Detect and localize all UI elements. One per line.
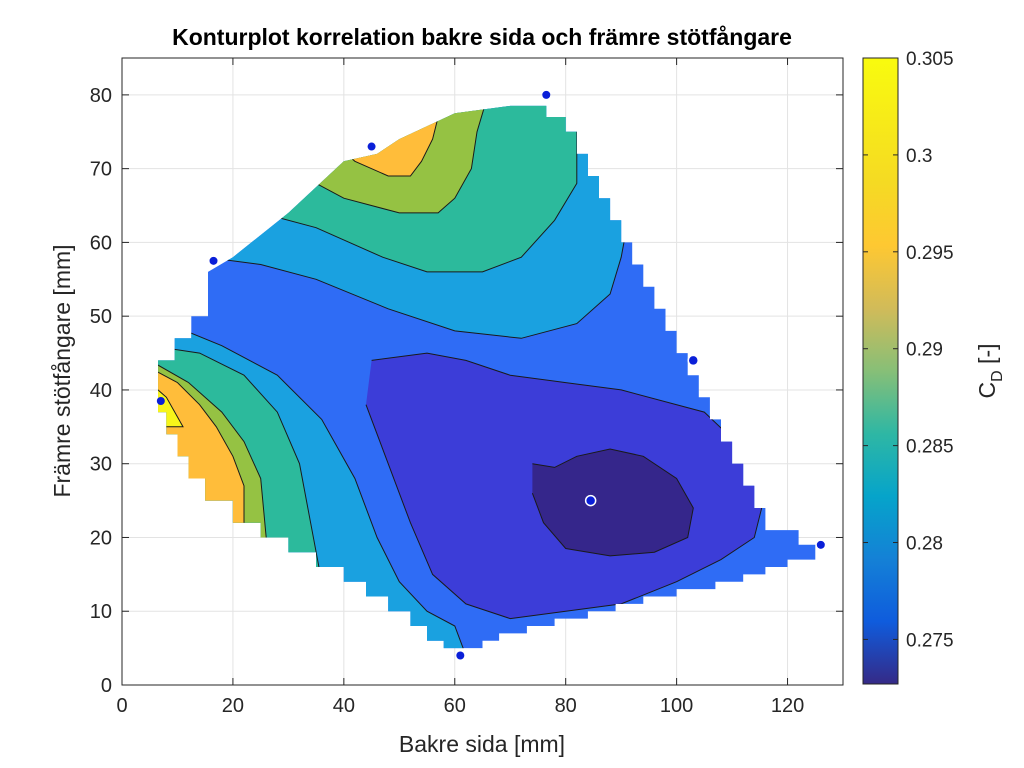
- colorbar-label-suffix: [-]: [974, 343, 1000, 370]
- x-tick-label-5: 100: [660, 695, 693, 717]
- cb-tick-label-4: 0.295: [906, 243, 954, 264]
- y-tick-label-8: 80: [90, 85, 112, 107]
- y-tick-label-3: 30: [90, 454, 112, 476]
- chart-title: Konturplot korrelation bakre sida och fr…: [172, 24, 792, 50]
- y-tick-label-1: 10: [90, 601, 112, 623]
- y-tick-label-0: 0: [101, 675, 112, 697]
- band-0.3-upper-line: [321, 105, 445, 177]
- sample-point-1: [209, 256, 218, 265]
- x-tick-label-0: 0: [116, 695, 127, 717]
- sample-point-0: [156, 397, 165, 406]
- cb-tick-label-6: 0.305: [906, 49, 954, 70]
- x-tick-label-1: 20: [222, 695, 244, 717]
- sample-points: [156, 90, 825, 660]
- y-tick-label-7: 70: [90, 159, 112, 181]
- colorbar-label-sub: D: [989, 370, 1006, 382]
- cb-tick-label-5: 0.3: [906, 146, 932, 167]
- band-0.305-left: [158, 382, 183, 427]
- sample-point-5: [816, 540, 825, 549]
- band-0.305-left-line: [158, 382, 184, 428]
- cb-tick-label-1: 0.28: [906, 534, 943, 555]
- colorbar-label-main: C: [974, 382, 1000, 399]
- colorbar-label: CD [-]: [974, 343, 1006, 398]
- sample-point-2: [367, 142, 376, 151]
- band-0.275-core: [532, 449, 694, 556]
- x-tick-label-4: 80: [555, 695, 577, 717]
- y-tick-label-4: 40: [90, 380, 112, 402]
- band-0.275-core-line: [531, 448, 694, 557]
- band-0.275-lower-line: [365, 352, 766, 620]
- x-axis-label: Bakre sida [mm]: [399, 731, 565, 757]
- sample-point-6: [456, 651, 465, 660]
- plot-frame: [121, 57, 844, 686]
- band-0.285-upper-line: [204, 105, 633, 339]
- axis-ticks: 0 20 40 60 80 100 120 0 10 20 30 40 50 60 70 80: [90, 58, 843, 717]
- y-tick-label-5: 50: [90, 306, 112, 328]
- cb-tick-label-0: 0.275: [906, 630, 954, 651]
- x-tick-label-6: 120: [771, 695, 804, 717]
- band-0.29-left-line: [158, 345, 334, 649]
- band-0.29-upper-line: [260, 105, 578, 273]
- y-tick-label-6: 60: [90, 232, 112, 254]
- cb-tick-label-2: 0.285: [906, 437, 954, 458]
- colorbar-ticks: 0.275 0.28 0.285 0.29 0.295 0.3 0.305: [863, 49, 954, 651]
- y-tick-label-2: 20: [90, 527, 112, 549]
- cb-tick-label-3: 0.29: [906, 340, 943, 361]
- sample-point-3: [542, 90, 551, 99]
- band-0.285-left-line: [158, 315, 467, 649]
- colorbar: [862, 57, 899, 685]
- band-0.3-left: [158, 367, 244, 538]
- sample-point-7: [584, 494, 597, 507]
- x-tick-label-2: 40: [333, 695, 355, 717]
- y-axis-label: Främre stötfångare [mm]: [49, 244, 75, 497]
- sample-point-4: [687, 354, 700, 367]
- x-tick-label-3: 60: [444, 695, 466, 717]
